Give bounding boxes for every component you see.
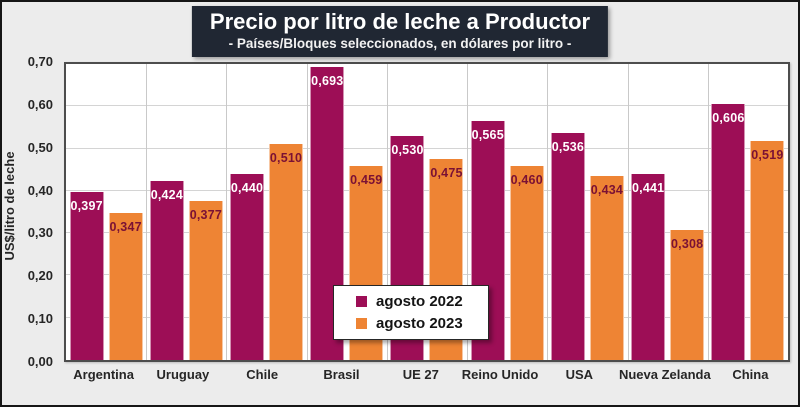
bar-value-label: 0,424 [150,187,183,202]
horizontal-gridline [66,232,788,234]
bar-value-label: 0,441 [632,180,665,195]
bar-agosto-2023-reino-unido: 0,460 [509,165,544,360]
vertical-gridline [627,64,629,360]
bar-value-label: 0,693 [311,73,344,88]
category-group-usa: 0,536 0,434 [547,64,627,360]
bar-agosto-2023-nueva-zelanda: 0,308 [670,229,705,360]
category-group-chile: 0,440 0,510 [226,64,306,360]
x-category-label: Nueva Zelanda [618,367,711,382]
category-group-china: 0,606 0,519 [708,64,788,360]
bar-agosto-2022-uruguay: 0,424 [149,180,184,360]
bar-agosto-2022-argentina: 0,397 [69,192,104,360]
vertical-gridline [306,64,308,360]
x-category-label: Uruguay [156,367,210,382]
horizontal-gridline [66,189,788,191]
legend-item-agosto-2022: agosto 2022 [356,293,488,310]
bar-value-label: 0,519 [751,147,784,162]
bar-value-label: 0,565 [471,128,504,143]
vertical-gridline [707,64,709,360]
bar-value-label: 0,460 [510,172,543,187]
bar-value-label: 0,536 [551,140,585,155]
y-tick-label: 0,50 [27,139,53,155]
vertical-gridline [226,64,228,360]
y-tick-label: 0,10 [27,311,53,327]
bar-value-label: 0,606 [712,110,745,125]
bar-value-label: 0,308 [671,236,704,251]
x-category-label: UE 27 [402,367,439,382]
horizontal-gridline [66,274,788,276]
y-tick-label: 0,30 [27,225,53,241]
category-group-reino-unido: 0,565 0,460 [467,64,547,360]
bar-agosto-2023-argentina: 0,347 [108,213,143,360]
bar-value-label: 0,397 [70,199,103,214]
x-axis-category-labels: Argentina Uruguay Chile Brasil UE 27 Reino Un… [64,367,790,382]
x-category-label: Reino Unido [461,367,539,382]
bars-layer: 0,397 0,347 0,424 0,377 0,440 0,510 0,693 0,459… [66,64,788,360]
horizontal-gridline [66,105,788,107]
legend-label: agosto 2022 [376,293,463,310]
horizontal-gridline [66,147,788,149]
x-category-label: Argentina [73,367,134,382]
vertical-gridline [547,64,549,360]
bar-value-label: 0,347 [109,220,142,235]
bar-value-label: 0,459 [350,172,383,187]
bar-agosto-2023-uruguay: 0,377 [188,200,223,360]
bar-value-label: 0,475 [430,166,463,181]
y-tick-label: 0,40 [27,182,53,198]
y-tick-label: 0,70 [27,54,53,69]
bar-agosto-2022-usa: 0,536 [550,133,585,360]
bar-agosto-2023-china: 0,519 [750,140,785,360]
vertical-gridline [386,64,388,360]
bar-value-label: 0,434 [590,183,624,198]
legend-swatch-icon [356,318,367,329]
plot-area: 0,397 0,347 0,424 0,377 0,440 0,510 0,693 0,459… [64,62,790,362]
y-tick-label: 0,20 [27,268,53,284]
bar-value-label: 0,510 [269,151,303,166]
bar-agosto-2022-chile: 0,440 [230,173,265,360]
legend-swatch-icon [356,296,367,307]
chart-title: Precio por litro de leche a Productor [209,9,591,34]
x-category-label: China [732,367,769,382]
legend-label: agosto 2023 [376,315,463,332]
bar-agosto-2023-usa: 0,434 [589,176,624,360]
chart-title-block: Precio por litro de leche a Productor - … [191,6,609,57]
bar-agosto-2023-chile: 0,510 [269,144,304,360]
vertical-gridline [146,64,148,360]
vertical-gridline [467,64,469,360]
category-group-nueva-zelanda: 0,441 0,308 [628,64,708,360]
legend: agosto 2022 agosto 2023 [333,285,489,340]
bar-value-label: 0,530 [391,142,424,157]
bar-agosto-2022-nueva-zelanda: 0,441 [631,173,666,360]
x-category-label: Brasil [323,367,360,382]
bar-value-label: 0,440 [230,180,264,195]
y-axis-title: US$/litro de leche [2,151,17,261]
category-group-uruguay: 0,424 0,377 [146,64,226,360]
legend-item-agosto-2023: agosto 2023 [356,315,488,332]
x-category-label: Chile [246,367,279,382]
chart-subtitle: - Países/Bloques seleccionados, en dólar… [228,36,572,51]
y-tick-label: 0,00 [27,354,53,369]
bar-value-label: 0,377 [189,207,222,222]
x-category-label: USA [565,367,594,382]
category-group-argentina: 0,397 0,347 [66,64,146,360]
bar-agosto-2022-china: 0,606 [711,103,746,360]
y-tick-label: 0,60 [27,96,53,112]
